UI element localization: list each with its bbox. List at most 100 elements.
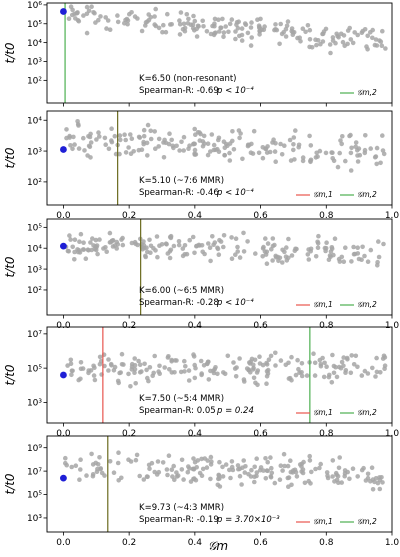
data-point — [186, 16, 191, 22]
data-point — [192, 147, 198, 153]
data-point — [225, 143, 230, 149]
data-point — [143, 23, 148, 28]
data-point — [69, 372, 74, 378]
data-point — [119, 351, 125, 357]
data-point — [309, 45, 315, 50]
data-point — [307, 453, 313, 459]
x-tick-label: 0.4 — [188, 429, 203, 439]
highlight-point — [60, 8, 67, 15]
data-point — [169, 467, 175, 473]
data-point — [199, 473, 205, 479]
panel-3: 0.0 0.2 0.4 0.6 0.8 1.0 10² 10³ 10⁴ 10⁵ t/t0 K=6.00… — [3, 218, 399, 331]
data-point — [249, 141, 254, 147]
y-tick-label: 10⁶ — [27, 1, 42, 11]
data-point — [254, 473, 259, 479]
data-point — [68, 143, 73, 148]
data-point — [81, 135, 86, 141]
data-point — [179, 457, 185, 463]
data-point — [304, 373, 310, 378]
data-point — [92, 246, 98, 252]
data-point — [212, 240, 218, 245]
scatter-points — [63, 450, 385, 492]
data-point — [337, 150, 343, 156]
data-point — [112, 364, 118, 370]
data-point — [237, 356, 242, 361]
data-point — [264, 381, 269, 387]
data-point — [229, 235, 234, 240]
x-tick-label: 0.8 — [319, 211, 334, 221]
data-point — [206, 377, 212, 382]
data-point — [261, 244, 266, 250]
data-point — [290, 32, 296, 37]
data-point — [86, 8, 92, 14]
data-point — [264, 362, 270, 367]
data-point — [257, 354, 262, 360]
data-point — [160, 460, 166, 465]
data-point — [229, 256, 235, 262]
data-point — [225, 353, 231, 359]
data-point — [300, 470, 306, 476]
data-point — [70, 146, 75, 152]
data-point — [277, 255, 283, 261]
data-point — [164, 467, 170, 472]
data-point — [351, 251, 357, 257]
panel-5: 0.0 0.2 0.4 0.6 0.8 1.0 10³ 10⁵ 10⁷ 10⁹ t/t0 K=9.73… — [3, 435, 399, 548]
data-point — [286, 475, 292, 480]
data-point — [144, 474, 150, 479]
data-point — [146, 378, 151, 384]
data-point — [117, 133, 123, 138]
data-point — [381, 241, 386, 247]
data-point — [122, 132, 127, 137]
y-tick-label: 10² — [27, 178, 42, 188]
data-point — [147, 237, 152, 243]
data-point — [150, 373, 155, 379]
data-point — [273, 363, 278, 368]
data-point — [76, 18, 82, 24]
annotation-pvalue: p < 10⁻⁴ — [216, 188, 254, 198]
data-point — [345, 28, 351, 33]
data-point — [153, 6, 158, 12]
data-point — [345, 357, 350, 362]
data-point — [146, 12, 151, 17]
data-point — [262, 249, 268, 254]
data-point — [115, 19, 121, 25]
data-point — [181, 134, 187, 140]
data-point — [128, 151, 134, 156]
data-point — [282, 463, 287, 469]
x-tick-label: 0.0 — [56, 211, 71, 221]
data-point — [104, 26, 109, 31]
y-axis-label: t/t0 — [3, 364, 17, 385]
data-point — [379, 43, 385, 48]
y-tick-label: 10³ — [27, 514, 42, 524]
data-point — [273, 22, 278, 27]
data-point — [340, 134, 345, 139]
data-point — [126, 145, 131, 150]
data-point — [314, 42, 319, 48]
data-point — [217, 459, 222, 465]
data-point — [78, 360, 84, 365]
x-tick-label: 0.0 — [56, 321, 71, 331]
y-axis-label: t/t0 — [3, 256, 17, 277]
data-point — [351, 244, 356, 250]
data-point — [64, 127, 69, 132]
data-point — [70, 368, 75, 374]
data-point — [372, 154, 378, 160]
data-point — [144, 367, 149, 373]
data-point — [373, 37, 379, 42]
data-point — [115, 13, 120, 18]
y-tick-label: 10³ — [27, 399, 42, 409]
data-point — [326, 257, 332, 263]
data-point — [280, 260, 285, 265]
data-point — [277, 477, 283, 483]
data-point — [374, 43, 380, 48]
data-point — [363, 478, 369, 483]
data-point — [164, 242, 169, 247]
data-point — [108, 361, 114, 367]
data-point — [220, 464, 225, 470]
data-point — [282, 143, 287, 148]
data-point — [181, 477, 186, 482]
data-point — [331, 370, 337, 376]
data-point — [205, 152, 211, 158]
data-point — [97, 354, 103, 360]
data-point — [176, 239, 182, 244]
